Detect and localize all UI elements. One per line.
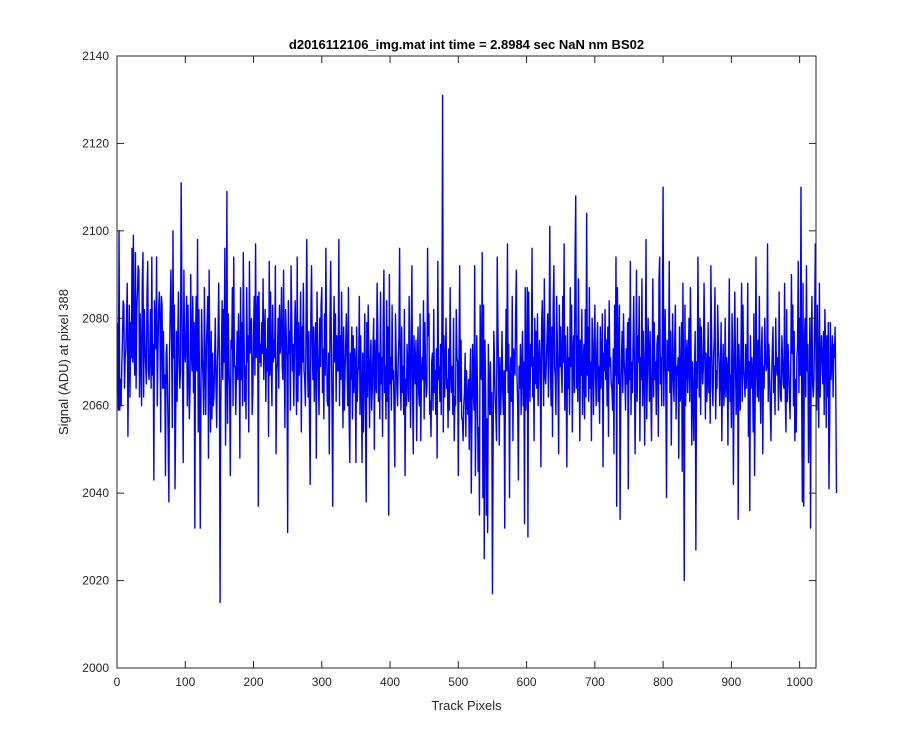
x-tick-label: 800 — [653, 675, 673, 689]
y-tick-label: 2080 — [82, 311, 109, 325]
x-tick-label: 500 — [448, 675, 468, 689]
x-tick-label: 300 — [312, 675, 332, 689]
x-tick-label: 600 — [517, 675, 537, 689]
y-tick-label: 2040 — [82, 486, 109, 500]
y-tick-label: 2060 — [82, 399, 109, 413]
y-tick-label: 2140 — [82, 49, 109, 63]
x-tick-label: 400 — [380, 675, 400, 689]
series-layer — [116, 94, 838, 604]
y-axis-ticks: 2000 2020 2040 2060 2080 2100 2120 2140 — [82, 49, 816, 675]
chart-title: d2016112106_img.mat int time = 2.8984 se… — [289, 37, 644, 52]
signal-series-line — [116, 94, 838, 604]
x-tick-label: 900 — [721, 675, 741, 689]
x-tick-label: 0 — [114, 675, 121, 689]
x-tick-label: 1000 — [786, 675, 813, 689]
y-tick-label: 2100 — [82, 224, 109, 238]
x-axis-label: Track Pixels — [431, 698, 502, 713]
y-tick-label: 2020 — [82, 574, 109, 588]
y-tick-label: 2000 — [82, 661, 109, 675]
x-tick-label: 700 — [585, 675, 605, 689]
x-axis-ticks: 0 100 200 300 400 500 600 700 800 900 1000 — [114, 56, 813, 689]
y-tick-label: 2120 — [82, 136, 109, 150]
axes-box — [116, 55, 817, 669]
y-axis-label: Signal (ADU) at pixel 388 — [56, 289, 71, 435]
x-tick-label: 100 — [175, 675, 195, 689]
x-tick-label: 200 — [244, 675, 264, 689]
